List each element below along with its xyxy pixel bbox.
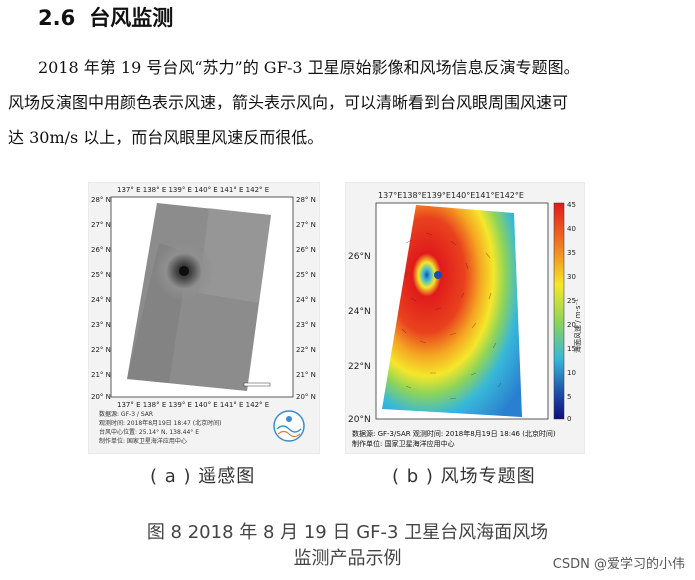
csdn-watermark: CSDN @爱学习的小伟 bbox=[552, 557, 685, 572]
top-axis-ticks: 137° E 138° E 139° E 140° E 141° E 142° … bbox=[117, 186, 269, 194]
svg-text:23° N: 23° N bbox=[91, 321, 111, 329]
wind-field-figure: 137°E138°E139°E140°E141°E142°E 26°N 24°N… bbox=[348, 191, 582, 448]
svg-text:24°N: 24°N bbox=[348, 307, 371, 317]
svg-text:20° N: 20° N bbox=[91, 393, 111, 401]
body-paragraph: 2018 年第 19 号台风“苏力”的 GF-3 卫星原始影像和风场信息反演专题… bbox=[8, 50, 676, 155]
lat-ticks-left: 28° N 27° N 26° N 25° N 24° N 23° N 22° … bbox=[91, 196, 111, 401]
svg-text:20: 20 bbox=[567, 321, 576, 329]
figure-a-panel: 137° E 138° E 139° E 140° E 141° E 142° … bbox=[88, 182, 320, 454]
typhoon-eye bbox=[434, 271, 442, 279]
svg-text:15: 15 bbox=[567, 345, 576, 353]
svg-text:20°N: 20°N bbox=[348, 415, 371, 425]
svg-text:28° N: 28° N bbox=[296, 196, 316, 204]
figure-caption-line1: 图 8 2018 年 8 月 19 日 GF-3 卫星台风海面风场 bbox=[146, 522, 549, 543]
svg-text:45: 45 bbox=[567, 201, 576, 209]
svg-text:5: 5 bbox=[567, 393, 571, 401]
svg-text:28° N: 28° N bbox=[91, 196, 111, 204]
svg-text:制作单位: 国家卫星海洋应用中心: 制作单位: 国家卫星海洋应用中心 bbox=[99, 437, 187, 445]
top-axis-ticks: 137°E138°E139°E140°E141°E142°E bbox=[378, 191, 524, 200]
metadata-block: 数据源: GF-3 / SAR 观测时间: 2018年8月19日 18:47 (… bbox=[99, 410, 221, 445]
figure-a-label: ( a ) 遥感图 bbox=[150, 466, 256, 487]
svg-text:26° N: 26° N bbox=[296, 246, 316, 254]
svg-text:台风中心位置: 25.14° N, 138.44° E: 台风中心位置: 25.14° N, 138.44° E bbox=[99, 428, 199, 436]
section-heading: 2.6 台风监测 bbox=[38, 2, 173, 32]
figure-b-label: ( b ) 风场专题图 bbox=[392, 466, 536, 487]
svg-text:21° N: 21° N bbox=[296, 371, 316, 379]
paragraph-line: 风场反演图中用颜色表示风速，箭头表示风向，可以清晰看到台风眼周围风速可 bbox=[8, 93, 569, 112]
section-number: 2.6 bbox=[38, 6, 76, 30]
svg-text:22° N: 22° N bbox=[91, 346, 111, 354]
svg-text:25° N: 25° N bbox=[296, 271, 316, 279]
svg-text:数据源: GF-3 / SAR: 数据源: GF-3 / SAR bbox=[99, 410, 153, 418]
svg-text:30: 30 bbox=[567, 273, 576, 281]
svg-text:0: 0 bbox=[567, 415, 571, 423]
svg-text:观测时间: 2018年8月19日 18:47 (北京时间): 观测时间: 2018年8月19日 18:47 (北京时间) bbox=[99, 419, 221, 427]
svg-text:35: 35 bbox=[567, 249, 576, 257]
svg-text:23° N: 23° N bbox=[296, 321, 316, 329]
lat-ticks-right: 28° N 27° N 26° N 25° N 24° N 23° N 22° … bbox=[296, 196, 316, 401]
svg-text:40: 40 bbox=[567, 225, 576, 233]
svg-text:24° N: 24° N bbox=[91, 296, 111, 304]
bottom-axis-ticks: 137° E 138° E 139° E 140° E 141° E 142° … bbox=[117, 401, 269, 409]
section-title: 台风监测 bbox=[89, 6, 174, 30]
svg-text:21° N: 21° N bbox=[91, 371, 111, 379]
svg-text:22°N: 22°N bbox=[348, 362, 371, 372]
figure-b-panel: 137°E138°E139°E140°E141°E142°E 26°N 24°N… bbox=[345, 182, 585, 454]
svg-text:22° N: 22° N bbox=[296, 346, 316, 354]
sar-image-figure: 137° E 138° E 139° E 140° E 141° E 142° … bbox=[91, 186, 316, 445]
lat-ticks: 26°N 24°N 22°N 20°N bbox=[348, 252, 371, 425]
svg-text:27° N: 27° N bbox=[296, 221, 316, 229]
colorbar-ticks: 45 40 35 30 25 20 15 10 5 0 bbox=[567, 201, 576, 423]
figure-caption-line2: 监测产品示例 bbox=[293, 548, 402, 569]
agency-logo bbox=[273, 410, 305, 442]
svg-text:26°N: 26°N bbox=[348, 252, 371, 262]
svg-text:26° N: 26° N bbox=[91, 246, 111, 254]
wind-arrows bbox=[401, 232, 502, 400]
svg-text:24° N: 24° N bbox=[296, 296, 316, 304]
metadata-line: 数据源: GF-3/SAR 观测时间: 2018年8月19日 18:46 (北京… bbox=[352, 429, 556, 438]
colorbar bbox=[553, 202, 565, 420]
paragraph-line: 2018 年第 19 号台风“苏力”的 GF-3 卫星原始影像和风场信息反演专题… bbox=[38, 58, 580, 77]
scale-bar bbox=[243, 382, 271, 387]
colorbar-title: 海面风速 / m·s⁻¹ bbox=[573, 299, 582, 353]
paragraph-line: 达 30m/s 以上，而台风眼里风速反而很低。 bbox=[8, 128, 324, 147]
svg-text:27° N: 27° N bbox=[91, 221, 111, 229]
svg-text:25° N: 25° N bbox=[91, 271, 111, 279]
metadata-line: 制作单位: 国家卫星海洋应用中心 bbox=[352, 439, 455, 448]
svg-text:10: 10 bbox=[567, 369, 576, 377]
svg-text:20° N: 20° N bbox=[296, 393, 316, 401]
wind-swath bbox=[382, 205, 522, 417]
svg-text:25: 25 bbox=[567, 297, 576, 305]
